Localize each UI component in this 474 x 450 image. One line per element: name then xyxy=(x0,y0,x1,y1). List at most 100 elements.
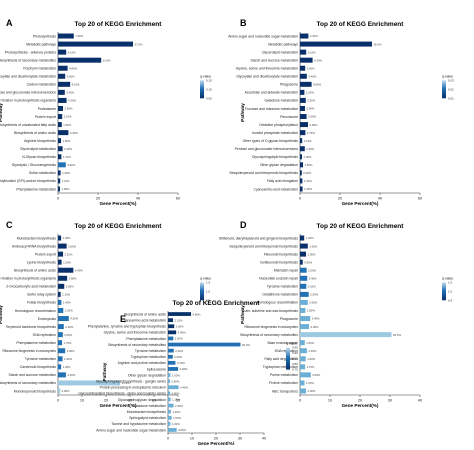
data-label: 1.70% xyxy=(64,341,72,345)
category-label: Oxidative phosphorylation xyxy=(259,123,298,127)
legend-tick-label: 0.10 xyxy=(206,87,212,91)
bar xyxy=(58,65,68,71)
category-label: Photosynthesis xyxy=(33,34,56,38)
data-label: 2.00% xyxy=(308,252,316,256)
category-label: Tryptophan metabolism xyxy=(131,355,166,359)
bar xyxy=(58,130,69,136)
bar xyxy=(300,259,303,265)
data-label: 1.90% xyxy=(63,123,71,127)
category-label: N-Glycan biosynthesis xyxy=(22,155,56,159)
data-label: 3.60% xyxy=(68,244,76,248)
legend-tick-label: 1.5 xyxy=(206,280,211,284)
bar xyxy=(168,409,171,414)
category-label: Glyoxylate and dicarboxylate metabolism xyxy=(236,75,298,79)
category-label: Arginine and proline metabolism xyxy=(118,361,167,365)
data-label: 3.90% xyxy=(67,163,75,167)
category-label: Amino sugar and nucleotide sugar metabol… xyxy=(228,34,298,38)
category-label: Glycerolipid metabolism xyxy=(20,147,56,151)
category-label: Nucleotide excision repair xyxy=(259,277,299,281)
data-label: 2.40% xyxy=(65,325,73,329)
legend-tick-label: 0.95 xyxy=(292,346,298,350)
data-label: 6.10% xyxy=(72,83,80,87)
bar xyxy=(300,332,392,338)
bar xyxy=(300,146,305,152)
data-label: 1.40% xyxy=(306,236,314,240)
category-label: Ascorbate and aldarate metabolism xyxy=(245,91,299,95)
bar xyxy=(168,415,172,420)
category-label: Phagosome xyxy=(280,317,298,321)
panel-b: B Top 20 of KEGG Enrichment Amino sugar an… xyxy=(228,18,454,206)
bar xyxy=(300,89,305,95)
category-label: Phenylalanine metabolism xyxy=(126,337,166,341)
category-label: Proline metabolism xyxy=(269,381,298,385)
data-label: 3.60% xyxy=(312,373,320,377)
category-label: Ribosome biogenesis in eukaryotes xyxy=(244,325,298,329)
x-tick-label: 20 xyxy=(338,197,342,201)
data-label: 4.20% xyxy=(180,367,188,371)
panel-d: D Top 20 of KEGG Enrichment Stilbenoid, di… xyxy=(219,220,453,408)
data-label: 2.10% xyxy=(65,252,73,256)
data-label: 2.90% xyxy=(307,99,315,103)
y-axis-label: Pathway xyxy=(0,305,3,324)
panel-letter: D xyxy=(240,220,247,230)
data-label: 2.40% xyxy=(175,349,183,353)
category-label: Protein processing in endoplasmic reticu… xyxy=(100,386,167,390)
category-label: Tyrosine metabolism xyxy=(267,285,298,289)
category-label: Tyrosine metabolism xyxy=(135,349,166,353)
legend-colorbar xyxy=(442,282,446,301)
bar xyxy=(300,122,308,128)
data-label: 1.10% xyxy=(304,139,312,143)
bar xyxy=(58,81,71,87)
category-label: Phenylalanine metabolism xyxy=(16,341,56,345)
data-label: 3.30% xyxy=(67,373,75,377)
data-label: 4.00% xyxy=(310,123,318,127)
category-label: Peroxisome xyxy=(280,115,298,119)
data-label: 1.50% xyxy=(63,260,71,264)
category-label: Glyoxylate and dicarboxylate metabolism xyxy=(0,75,56,79)
x-tick-label: 0 xyxy=(57,197,59,201)
bar xyxy=(168,397,171,402)
bar xyxy=(168,318,174,323)
bar xyxy=(58,186,60,192)
legend-tick-label: 0.15 xyxy=(206,78,212,82)
category-label: Mismatch repair xyxy=(274,269,299,273)
data-label: 2.50% xyxy=(307,107,315,111)
bar xyxy=(168,421,171,426)
category-label: Biosynthesis of amino acids xyxy=(14,269,56,273)
data-label: 1.20% xyxy=(304,179,312,183)
data-label: 1.00% xyxy=(304,155,312,159)
category-label: Endocytosis xyxy=(38,317,57,321)
category-label: Starch and sucrose metabolism xyxy=(251,58,299,62)
data-label: 2.10% xyxy=(308,285,316,289)
legend-title: q-value xyxy=(200,74,211,78)
data-label: 2.60% xyxy=(309,244,317,248)
category-label: Terpenoid backbone biosynthesis xyxy=(6,325,56,329)
x-tick-label: 10 xyxy=(328,399,332,403)
data-label: 2.20% xyxy=(308,268,316,272)
data-label: 1.00% xyxy=(172,373,180,377)
data-label: 4.20% xyxy=(310,34,318,38)
category-label: ABC transporters xyxy=(272,389,298,393)
category-label: Stilbenoid, diarylheptanoid and gingerol… xyxy=(219,236,298,240)
bar xyxy=(300,41,372,47)
category-label: Sphingolipid metabolism xyxy=(129,416,166,420)
bar xyxy=(58,89,65,95)
bar xyxy=(58,348,66,354)
bar xyxy=(300,178,303,184)
category-label: Glycolysis / Gluconeogenesis xyxy=(12,163,57,167)
panel-e: E Top 20 of KEGG Enrichment Biosynthesis o… xyxy=(78,300,298,446)
bar xyxy=(58,251,64,257)
category-label: Glycosphingolipid biosynthesis xyxy=(252,155,298,159)
category-label: Folate biosynthesis xyxy=(27,301,56,305)
bar xyxy=(58,283,65,289)
category-label: Other glycan degradation xyxy=(128,373,166,377)
bar xyxy=(300,154,302,160)
data-label: 3.00% xyxy=(67,349,75,353)
bar xyxy=(58,105,63,111)
data-label: 1.60% xyxy=(306,341,314,345)
bar xyxy=(58,372,66,378)
category-label: Arginine biosynthesis xyxy=(24,139,56,143)
bar xyxy=(300,364,306,370)
category-label: Galactose metabolism xyxy=(264,99,298,103)
